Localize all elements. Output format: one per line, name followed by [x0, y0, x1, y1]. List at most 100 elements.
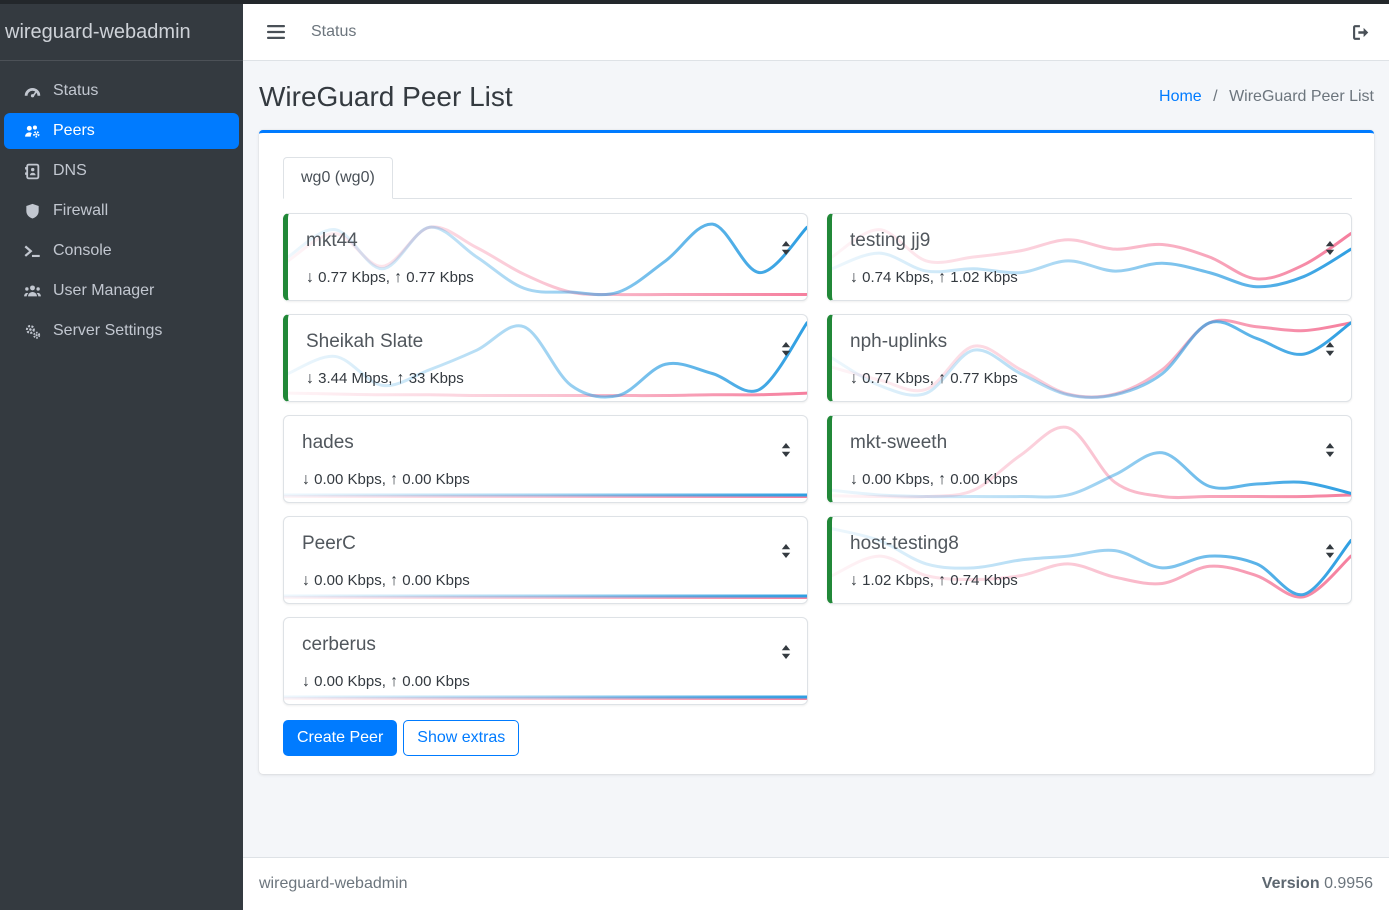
- brand-text: wireguard-webadmin: [5, 20, 191, 43]
- peer-traffic-sparkline: [284, 517, 807, 603]
- peer-traffic-stats: ↓ 0.00 Kbps, ↑ 0.00 Kbps: [302, 572, 470, 589]
- sort-icon[interactable]: [1325, 342, 1335, 356]
- breadcrumb-home-link[interactable]: Home: [1159, 88, 1202, 105]
- peer-traffic-stats: ↓ 0.77 Kbps, ↑ 0.77 Kbps: [306, 269, 474, 286]
- sidebar-item-label: Status: [53, 82, 99, 99]
- sign-out-icon: [1353, 24, 1369, 40]
- sort-icon[interactable]: [781, 645, 791, 659]
- actions-row: Create Peer Show extras: [283, 720, 1352, 756]
- create-peer-button[interactable]: Create Peer: [283, 720, 398, 756]
- download-arrow-icon: ↓: [302, 471, 310, 488]
- peer-traffic-sparkline: [832, 214, 1351, 300]
- peer-card[interactable]: Sheikah Slate ↓ 3.44 Mbps, ↑ 33 Kbps: [283, 314, 808, 402]
- sidebar-item-label: Console: [53, 242, 112, 259]
- sidebar-item-server-settings[interactable]: Server Settings: [4, 313, 239, 349]
- download-arrow-icon: ↓: [306, 370, 314, 387]
- sidebar-item-firewall[interactable]: Firewall: [4, 193, 239, 229]
- content-area: WireGuard Peer List Home / WireGuard Pee…: [243, 61, 1389, 857]
- footer-brand: wireguard-webadmin: [259, 875, 408, 892]
- sidebar-item-label: Server Settings: [53, 322, 163, 339]
- peer-traffic-sparkline: [284, 618, 807, 704]
- sidebar: wireguard-webadmin Status Peers DNS Firewal…: [0, 4, 243, 910]
- download-arrow-icon: ↓: [302, 673, 310, 690]
- peer-name: cerberus: [302, 634, 376, 655]
- sidebar-item-console[interactable]: Console: [4, 233, 239, 269]
- peer-traffic-sparkline: [288, 315, 807, 401]
- sort-icon[interactable]: [781, 342, 791, 356]
- peer-name: nph-uplinks: [850, 331, 948, 352]
- sidebar-toggle-button[interactable]: [267, 25, 285, 39]
- users-gear-icon: [22, 123, 42, 140]
- peer-name: host-testing8: [850, 533, 959, 554]
- sort-icon[interactable]: [781, 443, 791, 457]
- sort-icon[interactable]: [781, 544, 791, 558]
- gears-icon: [22, 323, 42, 340]
- interface-tabs: wg0 (wg0): [283, 157, 1352, 199]
- download-arrow-icon: ↓: [850, 269, 858, 286]
- logout-button[interactable]: [1352, 24, 1371, 41]
- sort-icon[interactable]: [1325, 443, 1335, 457]
- peer-traffic-stats: ↓ 0.00 Kbps, ↑ 0.00 Kbps: [302, 673, 470, 690]
- navbar-status-link[interactable]: Status: [311, 23, 357, 40]
- peer-traffic-stats: ↓ 0.00 Kbps, ↑ 0.00 Kbps: [850, 471, 1018, 488]
- peer-traffic-stats: ↓ 3.44 Mbps, ↑ 33 Kbps: [306, 370, 464, 387]
- address-book-icon: [22, 163, 42, 180]
- main-column: Status WireGuard Peer List Home / WireGu…: [243, 4, 1389, 910]
- peer-traffic-sparkline: [288, 214, 807, 300]
- peer-traffic-stats: ↓ 0.74 Kbps, ↑ 1.02 Kbps: [850, 269, 1018, 286]
- peer-traffic-sparkline: [832, 517, 1351, 603]
- upload-arrow-icon: ↑: [938, 572, 947, 589]
- tab-wg0[interactable]: wg0 (wg0): [283, 157, 393, 199]
- peer-card[interactable]: host-testing8 ↓ 1.02 Kbps, ↑ 0.74 Kbps: [827, 516, 1352, 604]
- footer-version-label: Version: [1261, 875, 1320, 892]
- peer-name: Sheikah Slate: [306, 331, 424, 352]
- sort-icon[interactable]: [1325, 241, 1335, 255]
- sidebar-item-status[interactable]: Status: [4, 73, 239, 109]
- shield-icon: [22, 203, 42, 220]
- brand-link[interactable]: wireguard-webadmin: [0, 4, 243, 61]
- peer-card[interactable]: mkt44 ↓ 0.77 Kbps, ↑ 0.77 Kbps: [283, 213, 808, 301]
- peer-name: testing jj9: [850, 230, 931, 251]
- peer-traffic-stats: ↓ 0.00 Kbps, ↑ 0.00 Kbps: [302, 471, 470, 488]
- peer-traffic-stats: ↓ 0.77 Kbps, ↑ 0.77 Kbps: [850, 370, 1018, 387]
- upload-arrow-icon: ↑: [390, 471, 399, 488]
- footer-version: Version 0.9956: [1262, 875, 1373, 893]
- upload-arrow-icon: ↑: [390, 572, 399, 589]
- peer-card[interactable]: nph-uplinks ↓ 0.77 Kbps, ↑ 0.77 Kbps: [827, 314, 1352, 402]
- sidebar-item-label: User Manager: [53, 282, 155, 299]
- upload-arrow-icon: ↑: [938, 269, 947, 286]
- breadcrumb-current: WireGuard Peer List: [1229, 88, 1374, 105]
- download-arrow-icon: ↓: [850, 572, 858, 589]
- gauge-icon: [22, 83, 42, 100]
- terminal-icon: [22, 243, 42, 260]
- sidebar-item-label: Firewall: [53, 202, 109, 219]
- peer-traffic-sparkline: [284, 416, 807, 502]
- peer-card[interactable]: PeerC ↓ 0.00 Kbps, ↑ 0.00 Kbps: [283, 516, 808, 604]
- download-arrow-icon: ↓: [850, 370, 858, 387]
- upload-arrow-icon: ↑: [938, 471, 947, 488]
- users-icon: [22, 283, 42, 300]
- sidebar-item-user-manager[interactable]: User Manager: [4, 273, 239, 309]
- sidebar-item-label: Peers: [53, 122, 95, 139]
- page-title: WireGuard Peer List: [259, 81, 513, 112]
- breadcrumb-separator: /: [1213, 88, 1218, 105]
- sidebar-item-dns[interactable]: DNS: [4, 153, 239, 189]
- peer-card[interactable]: testing jj9 ↓ 0.74 Kbps, ↑ 1.02 Kbps: [827, 213, 1352, 301]
- peer-card[interactable]: cerberus ↓ 0.00 Kbps, ↑ 0.00 Kbps: [283, 617, 808, 705]
- peer-list-card-body: wg0 (wg0) mkt44 ↓ 0.77 Kbps, ↑ 0.77 Kbps S…: [259, 133, 1374, 774]
- peer-card[interactable]: hades ↓ 0.00 Kbps, ↑ 0.00 Kbps: [283, 415, 808, 503]
- sidebar-nav: Status Peers DNS Firewall Console User Manage…: [4, 73, 239, 353]
- peer-name: mkt44: [306, 230, 358, 251]
- download-arrow-icon: ↓: [850, 471, 858, 488]
- peer-list-card: wg0 (wg0) mkt44 ↓ 0.77 Kbps, ↑ 0.77 Kbps S…: [259, 130, 1374, 774]
- sort-icon[interactable]: [1325, 544, 1335, 558]
- download-arrow-icon: ↓: [302, 572, 310, 589]
- download-arrow-icon: ↓: [306, 269, 314, 286]
- sort-icon[interactable]: [781, 241, 791, 255]
- upload-arrow-icon: ↑: [394, 269, 403, 286]
- show-extras-button[interactable]: Show extras: [403, 720, 520, 756]
- upload-arrow-icon: ↑: [390, 673, 399, 690]
- peer-card[interactable]: mkt-sweeth ↓ 0.00 Kbps, ↑ 0.00 Kbps: [827, 415, 1352, 503]
- upload-arrow-icon: ↑: [396, 370, 405, 387]
- sidebar-item-peers[interactable]: Peers: [4, 113, 239, 149]
